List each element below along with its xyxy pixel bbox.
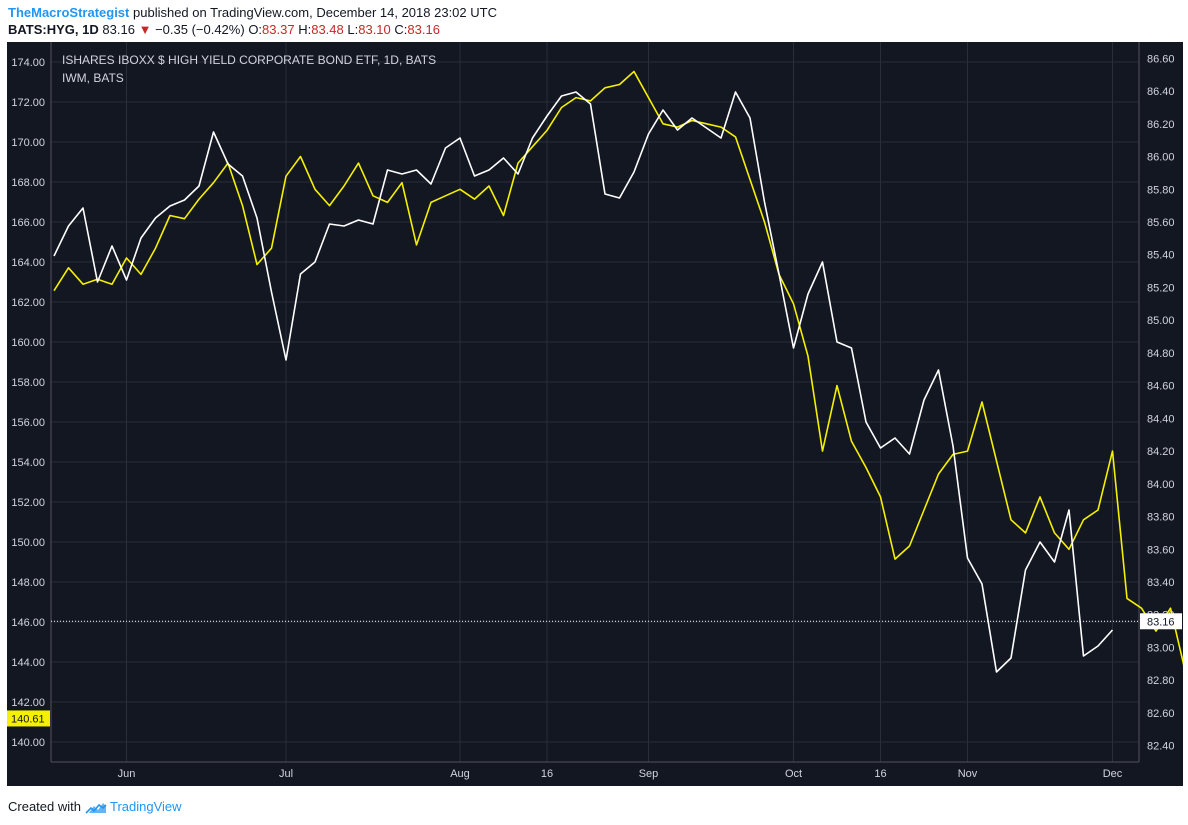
symbol-label: BATS:HYG, 1D bbox=[8, 22, 99, 37]
right-tick-label: 84.00 bbox=[1147, 479, 1175, 491]
right-tick-label: 83.80 bbox=[1147, 512, 1175, 524]
price-chart[interactable]: 140.00 142.00 144.00 146.00 148.00 150.00 152.… bbox=[7, 42, 1183, 786]
x-tick-label: 16 bbox=[541, 768, 553, 780]
tradingview-brand: TradingView bbox=[109, 799, 182, 814]
open-label: O: bbox=[248, 22, 263, 37]
left-tick-label: 156.00 bbox=[11, 417, 45, 429]
ohlc-bar: BATS:HYG, 1D 83.16 ▼ −0.35 (−0.42%) O:83… bbox=[8, 22, 440, 37]
created-with-text: Created with bbox=[8, 799, 81, 814]
x-tick-label: Jun bbox=[118, 768, 136, 780]
legend-iwm: IWM, BATS bbox=[62, 71, 124, 85]
legend-hyg: ISHARES IBOXX $ HIGH YIELD CORPORATE BON… bbox=[62, 53, 436, 67]
x-tick-label: 16 bbox=[874, 768, 886, 780]
right-tick-label: 85.40 bbox=[1147, 250, 1175, 262]
right-tick-label: 84.60 bbox=[1147, 381, 1175, 393]
right-tick-label: 82.40 bbox=[1147, 741, 1175, 753]
left-tick-label: 152.00 bbox=[11, 497, 45, 509]
left-tick-label: 148.00 bbox=[11, 577, 45, 589]
left-tick-label: 144.00 bbox=[11, 657, 45, 669]
change-value: −0.35 (−0.42%) bbox=[155, 22, 245, 37]
left-tick-label: 146.00 bbox=[11, 617, 45, 629]
close-label: C: bbox=[394, 22, 408, 37]
right-tick-label: 85.00 bbox=[1147, 315, 1175, 327]
hyg-left-tag bbox=[7, 710, 50, 727]
right-tick-label: 86.00 bbox=[1147, 152, 1175, 164]
right-tick-label: 82.60 bbox=[1147, 708, 1175, 720]
high-label: H: bbox=[298, 22, 312, 37]
last-price-tag-label: 83.16 bbox=[1147, 616, 1175, 628]
open-value: 83.37 bbox=[262, 22, 295, 37]
left-tick-label: 162.00 bbox=[11, 297, 45, 309]
hyg-line bbox=[53, 70, 1183, 666]
left-tick-label: 158.00 bbox=[11, 377, 45, 389]
chart-panel[interactable]: 140.00 142.00 144.00 146.00 148.00 150.00 152.… bbox=[7, 42, 1183, 786]
right-tick-label: 83.40 bbox=[1147, 577, 1175, 589]
x-tick-label: Sep bbox=[639, 768, 659, 780]
low-label: L: bbox=[347, 22, 359, 37]
right-tick-label: 86.40 bbox=[1147, 86, 1175, 98]
right-tick-label: 84.40 bbox=[1147, 413, 1175, 425]
x-tick-label: Nov bbox=[958, 768, 978, 780]
hyg-left-tag-label: 140.61 bbox=[11, 713, 45, 725]
tradingview-logo[interactable]: TradingView bbox=[85, 799, 182, 814]
left-tick-label: 166.00 bbox=[11, 217, 45, 229]
cloud-icon bbox=[85, 802, 107, 814]
left-tick-label: 164.00 bbox=[11, 257, 45, 269]
left-tick-label: 140.00 bbox=[11, 737, 45, 749]
right-tick-label: 84.20 bbox=[1147, 446, 1175, 458]
x-tick-label: Dec bbox=[1103, 768, 1123, 780]
footer: Created with TradingView bbox=[8, 799, 182, 814]
publish-info: TheMacroStrategist published on TradingV… bbox=[8, 5, 497, 20]
close-value: 83.16 bbox=[407, 22, 440, 37]
left-tick-label: 168.00 bbox=[11, 177, 45, 189]
left-tick-label: 142.00 bbox=[11, 697, 45, 709]
x-tick-label: Jul bbox=[279, 768, 293, 780]
down-arrow-icon: ▼ bbox=[138, 22, 152, 37]
right-tick-label: 82.80 bbox=[1147, 675, 1175, 687]
iwm-line bbox=[53, 91, 1114, 673]
left-tick-label: 174.00 bbox=[11, 57, 45, 69]
last-price: 83.16 bbox=[102, 22, 135, 37]
right-tick-label: 83.00 bbox=[1147, 642, 1175, 654]
left-tick-label: 170.00 bbox=[11, 137, 45, 149]
right-tick-label: 85.80 bbox=[1147, 184, 1175, 196]
right-tick-label: 83.60 bbox=[1147, 544, 1175, 556]
low-value: 83.10 bbox=[358, 22, 391, 37]
x-tick-label: Aug bbox=[450, 768, 470, 780]
right-tick-label: 85.20 bbox=[1147, 282, 1175, 294]
right-tick-label: 84.80 bbox=[1147, 348, 1175, 360]
left-tick-label: 154.00 bbox=[11, 457, 45, 469]
author-name[interactable]: TheMacroStrategist bbox=[8, 5, 130, 20]
right-tick-label: 86.60 bbox=[1147, 53, 1175, 65]
right-tick-label: 85.60 bbox=[1147, 217, 1175, 229]
left-tick-label: 172.00 bbox=[11, 97, 45, 109]
left-tick-label: 150.00 bbox=[11, 537, 45, 549]
x-tick-label: Oct bbox=[785, 768, 802, 780]
publish-text: published on TradingView.com, December 1… bbox=[133, 5, 497, 20]
high-value: 83.48 bbox=[311, 22, 344, 37]
last-price-tag bbox=[1140, 613, 1182, 630]
left-tick-label: 160.00 bbox=[11, 337, 45, 349]
right-tick-label: 86.20 bbox=[1147, 119, 1175, 131]
